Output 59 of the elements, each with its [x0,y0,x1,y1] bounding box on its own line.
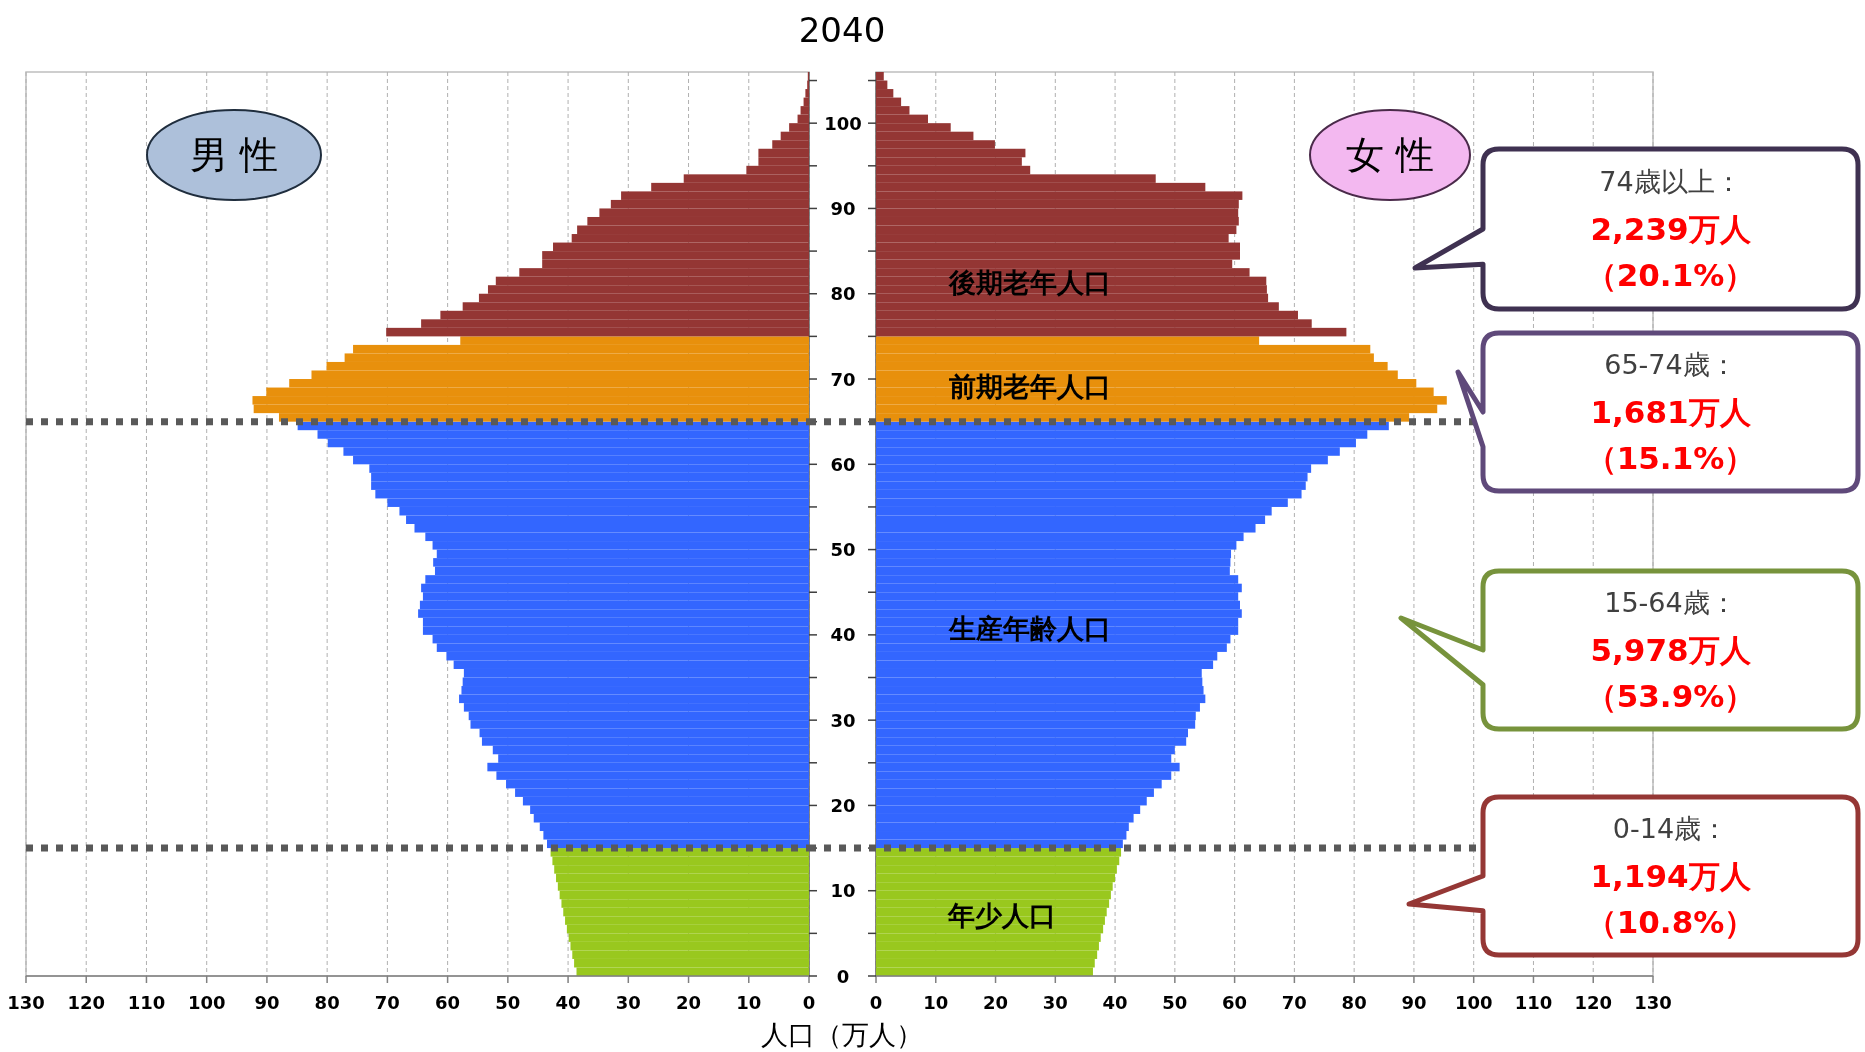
annotation: 生産年齢人口 [948,612,1111,644]
x-tick-label: 20 [676,991,702,1013]
x-tick-label: 50 [495,991,521,1013]
x-tick-label: 80 [1341,991,1367,1013]
annotation: （10.8%） [1585,903,1756,940]
x-tick-label: 120 [1574,991,1613,1013]
y-tick-label: 20 [830,794,856,816]
y-tick-label: 60 [830,453,856,475]
annotation: 年少人口 [947,899,1056,931]
y-tick-label: 50 [830,539,856,561]
x-tick-label: 30 [1042,991,1068,1013]
x-tick-label: 30 [615,991,641,1013]
annotation: （15.1%） [1585,439,1756,476]
annotation: 15-64歳： [1604,587,1737,619]
annotation: 74歳以上： [1599,165,1742,197]
x-tick-label: 90 [1401,991,1427,1013]
annotation: 65-74歳： [1604,349,1737,381]
x-tick-label: 20 [983,991,1009,1013]
annotation: （20.1%） [1585,257,1756,294]
x-tick-label: 10 [736,991,762,1013]
annotation: （53.9%） [1585,677,1756,714]
x-tick-label: 90 [254,991,280,1013]
x-tick-label: 70 [1281,991,1307,1013]
annotation: 0-14歳： [1612,813,1729,845]
x-tick-label: 100 [1454,991,1493,1013]
x-tick-label: 130 [7,991,45,1013]
x-tick-label: 10 [923,991,949,1013]
y-tick-label: 90 [830,197,856,219]
x-tick-label: 130 [1634,991,1672,1013]
text: 男 性 [189,133,279,177]
y-tick-label: 30 [830,709,856,731]
annotation: 前期老年人口 [948,370,1111,402]
x-tick-label: 60 [435,991,461,1013]
x-axis-title: 人口（万人） [761,1018,923,1050]
x-tick-label: 120 [67,991,106,1013]
y-tick-label: 80 [830,283,856,305]
x-tick-label: 0 [802,991,816,1013]
x-tick-label: 70 [374,991,400,1013]
x-tick-label: 100 [187,991,226,1013]
y-tick-label: 0 [836,965,850,987]
x-tick-label: 0 [869,991,883,1013]
y-tick-label: 100 [824,112,862,134]
annotation: 2,239万人 [1590,211,1752,247]
y-tick-label: 10 [830,880,856,902]
annotation: 後期老年人口 [948,266,1111,298]
x-tick-label: 60 [1222,991,1248,1013]
annotation: 1,681万人 [1590,394,1752,430]
annotation: 1,194万人 [1590,858,1752,894]
y-tick-label: 40 [830,624,856,646]
x-tick-label: 40 [1102,991,1128,1013]
chart-title: 2040 [798,10,886,50]
x-tick-label: 110 [1514,991,1553,1013]
x-tick-label: 80 [314,991,340,1013]
x-tick-label: 40 [555,991,581,1013]
x-tick-label: 50 [1162,991,1188,1013]
annotation: 5,978万人 [1590,632,1752,668]
text: 女 性 [1345,133,1435,177]
y-tick-label: 70 [830,368,856,390]
x-tick-label: 110 [127,991,166,1013]
